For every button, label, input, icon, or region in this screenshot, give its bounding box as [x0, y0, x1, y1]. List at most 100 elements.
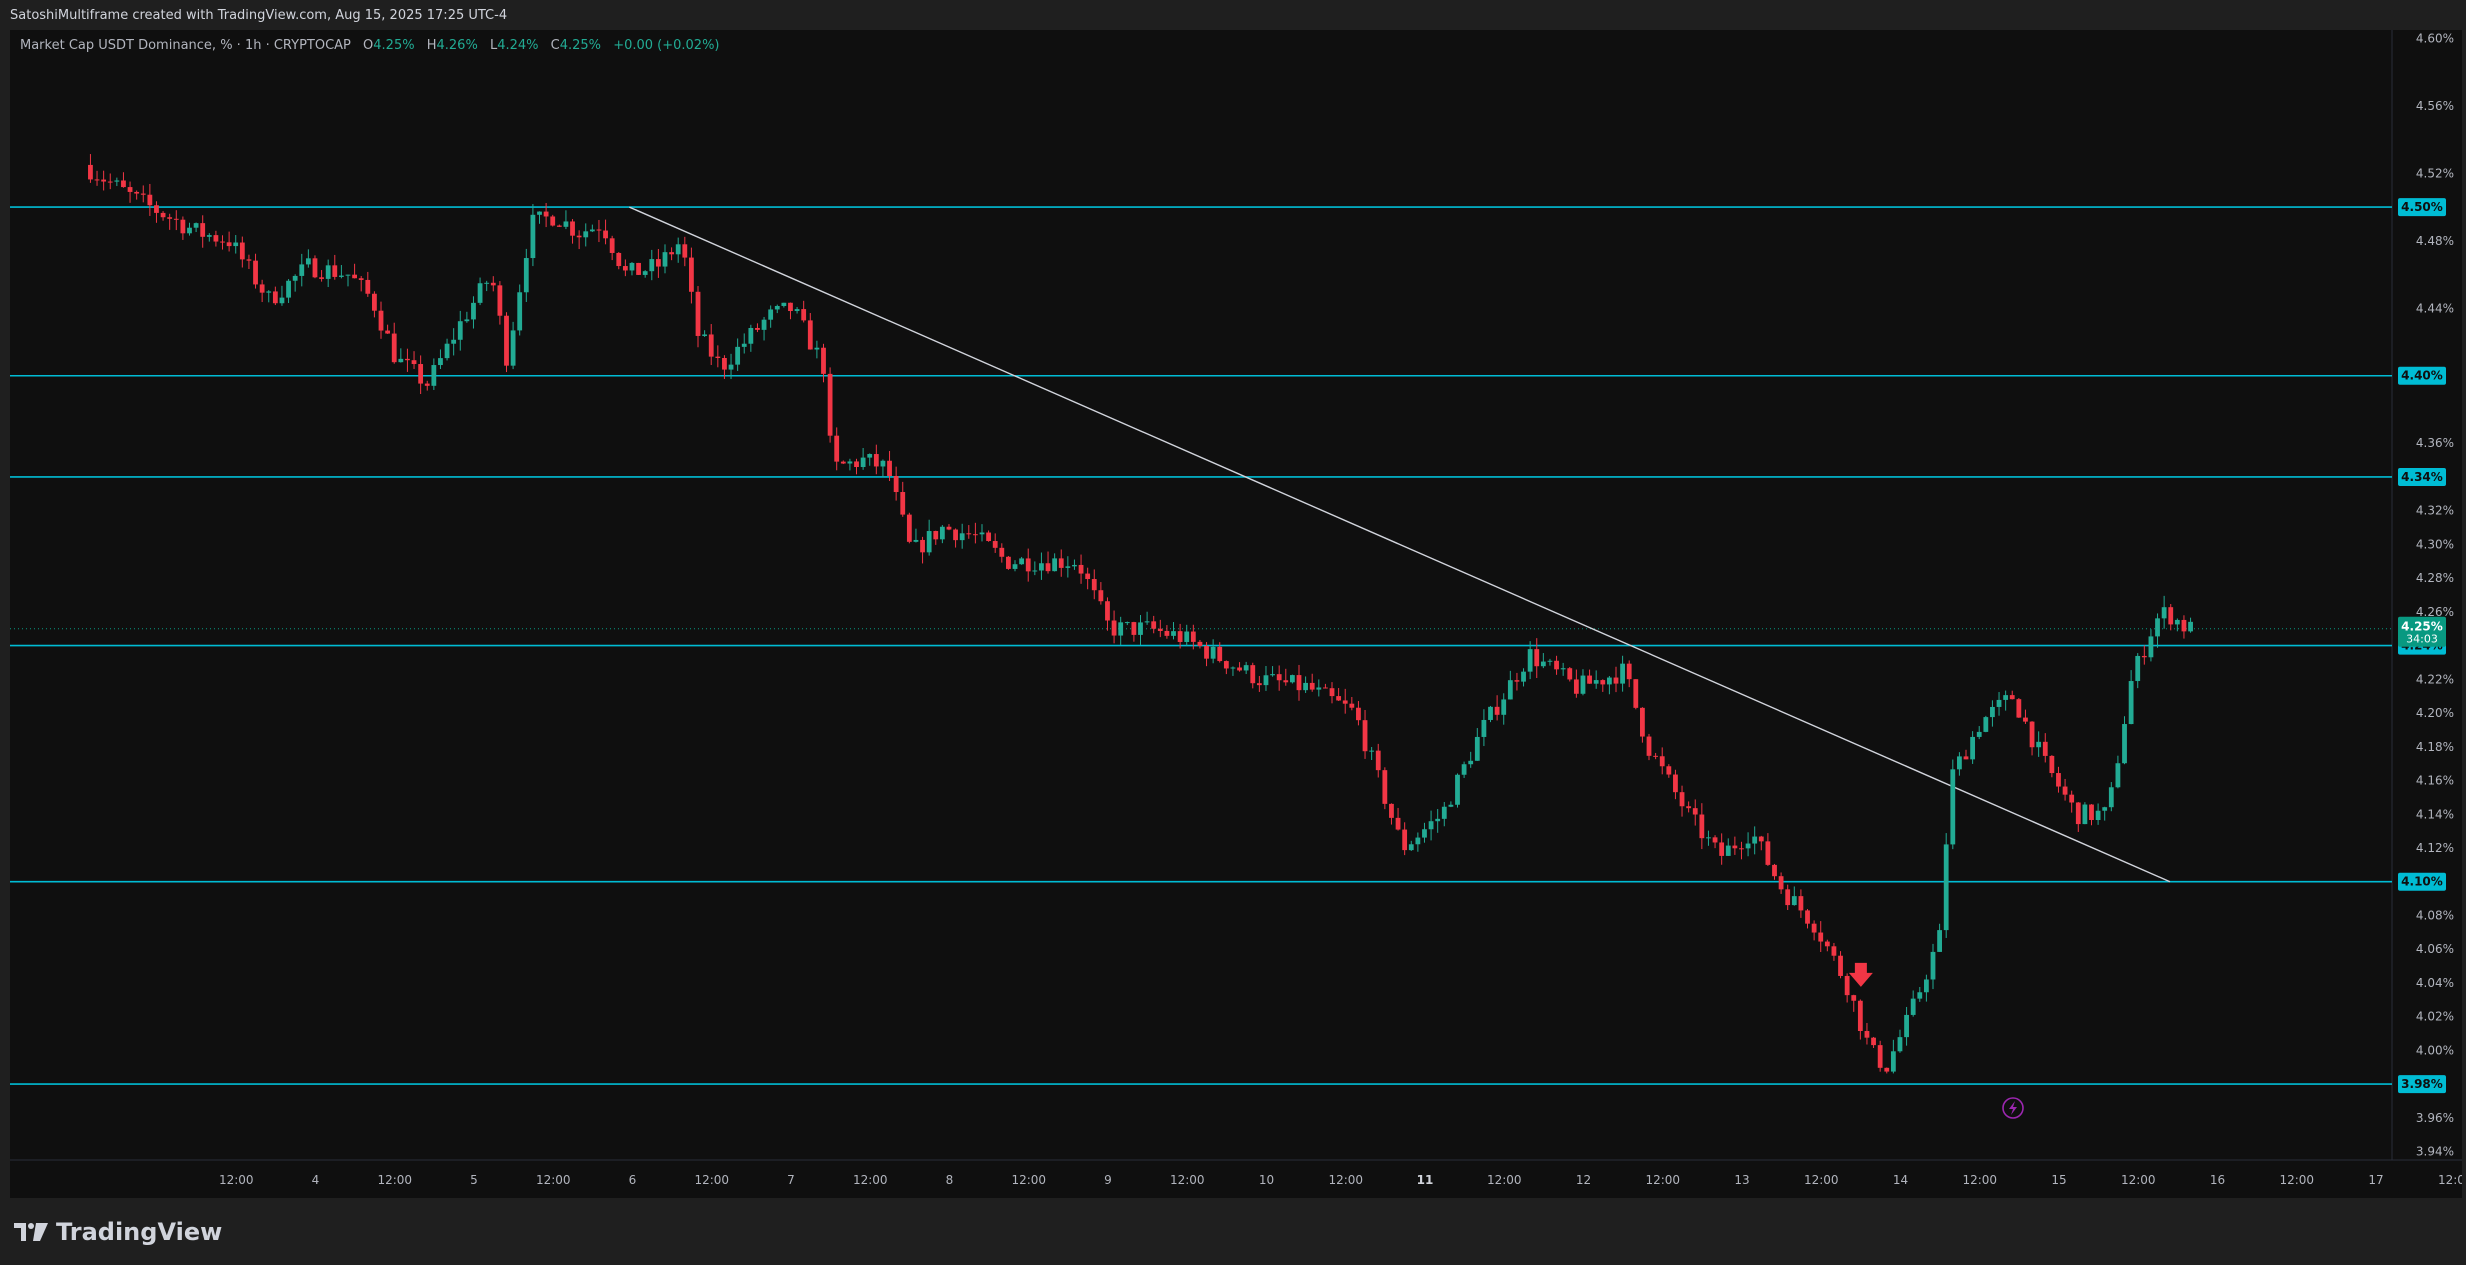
x-tick-label: 13 — [1734, 1173, 1749, 1187]
candle-body — [1210, 646, 1216, 659]
candle-body — [1230, 667, 1236, 669]
candle-body — [1256, 683, 1262, 686]
symbol-legend: Market Cap USDT Dominance, % · 1h · CRYP… — [20, 38, 720, 53]
price-chart[interactable]: 4.60% 4.56% 4.52% 4.48% 4.44% 4.36% 4.32% 4.30%… — [10, 30, 2462, 1198]
candle-body — [1606, 677, 1612, 685]
candle-body — [847, 461, 853, 464]
candle-body — [2141, 655, 2147, 658]
candle-body — [1857, 1000, 1863, 1032]
candle-body — [1329, 688, 1335, 697]
candle-body — [748, 327, 754, 344]
candle-body — [1587, 675, 1592, 684]
candle-body — [1171, 631, 1176, 636]
candle-body — [1699, 814, 1705, 839]
candle-body — [226, 242, 232, 247]
candle-body — [424, 383, 430, 386]
candle-body — [1237, 667, 1242, 671]
x-tick-label: 8 — [946, 1173, 954, 1187]
candle-body — [2155, 618, 2160, 637]
candle-body — [1653, 755, 1659, 757]
descending-trendline — [629, 206, 2171, 883]
candle-body — [1904, 1014, 1909, 1038]
candle-body — [345, 274, 351, 276]
candle-body — [1534, 649, 1540, 667]
y-tick-label: 4.52% — [2416, 166, 2454, 180]
candle-body — [1765, 841, 1771, 865]
candle-body — [1402, 829, 1408, 851]
candle-body — [2042, 741, 2048, 756]
level-price-label: 4.50% — [2401, 200, 2443, 214]
candle-body — [1593, 680, 1599, 684]
candle-body — [708, 334, 714, 357]
candle-body — [490, 282, 496, 286]
candle-body — [814, 347, 820, 350]
candle-body — [1098, 590, 1104, 602]
candle-body — [1567, 668, 1573, 680]
candle-body — [1184, 631, 1190, 642]
candle-body — [1309, 682, 1315, 690]
candle-body — [1692, 808, 1698, 815]
candle-body — [556, 225, 562, 227]
current-price-tag — [2398, 616, 2446, 647]
candle-body — [655, 259, 661, 267]
candle-body — [206, 235, 212, 237]
x-tick-label: 12:00 — [694, 1173, 729, 1187]
candle-body — [1739, 848, 1744, 850]
candle-body — [1349, 703, 1355, 708]
candle-body — [1673, 774, 1678, 793]
candle-body — [1448, 804, 1454, 807]
candle-body — [200, 223, 206, 237]
candle-body — [1270, 674, 1275, 676]
candle-body — [1996, 699, 2002, 707]
level-price-label: 4.10% — [2401, 875, 2443, 889]
candle-body — [2095, 810, 2101, 821]
y-tick-label: 3.96% — [2416, 1111, 2454, 1125]
candle-body — [1389, 803, 1394, 818]
candle-body — [365, 279, 371, 294]
legend-high-value: 4.26% — [436, 38, 478, 53]
x-tick-label: 12:00 — [377, 1173, 412, 1187]
candle-body — [629, 262, 635, 271]
y-tick-label: 4.20% — [2416, 706, 2454, 720]
candle-body — [1805, 910, 1810, 924]
candle-body — [1871, 1037, 1876, 1046]
candle-body — [1362, 720, 1368, 752]
candle-body — [755, 327, 760, 330]
candle-body — [180, 219, 186, 234]
candle-body — [1019, 558, 1025, 565]
y-tick-label: 4.00% — [2416, 1043, 2454, 1057]
candle-body — [517, 292, 523, 331]
chart-area[interactable]: 4.60% 4.56% 4.52% 4.48% 4.44% 4.36% 4.32% 4.30%… — [10, 30, 2462, 1198]
candle-body — [1626, 663, 1632, 680]
candle-body — [239, 242, 245, 260]
candle-body — [1124, 622, 1130, 624]
candle-body — [1620, 663, 1625, 684]
candle-body — [154, 205, 159, 213]
candle-body — [662, 252, 668, 267]
candle-body — [1910, 998, 1916, 1015]
candle-body — [1864, 1031, 1870, 1038]
candle-body — [127, 187, 133, 192]
candle-body — [722, 357, 727, 370]
candle-body — [1375, 750, 1381, 771]
x-tick-label: 12:00 — [1804, 1173, 1839, 1187]
candle-body — [2003, 695, 2009, 700]
candle-body — [636, 262, 641, 275]
level-price-tag — [2398, 198, 2446, 217]
brand-name: TradingView — [56, 1218, 223, 1246]
candle-body — [1078, 564, 1084, 574]
candle-body — [1474, 736, 1480, 761]
candle-body — [1798, 896, 1804, 911]
candle-body — [1164, 630, 1170, 636]
y-tick-label: 4.22% — [2416, 672, 2454, 686]
candle-body — [887, 460, 892, 476]
tradingview-brand[interactable]: TradingView — [14, 1218, 222, 1246]
candle-body — [325, 265, 331, 279]
candle-body — [266, 291, 272, 293]
x-tick-label: 12:00 — [853, 1173, 888, 1187]
candle-body — [272, 291, 278, 304]
candle-body — [1785, 889, 1791, 906]
candle-body — [1197, 641, 1203, 646]
candle-body — [253, 260, 258, 285]
candle-body — [1118, 622, 1124, 636]
